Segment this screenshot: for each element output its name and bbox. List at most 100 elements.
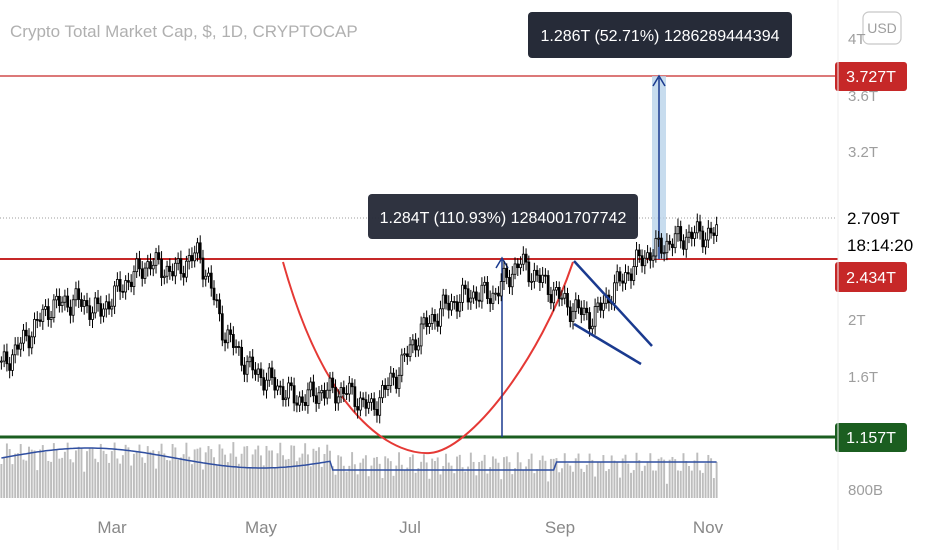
volume-bar bbox=[599, 462, 602, 498]
candle-body bbox=[361, 397, 365, 401]
candle-body bbox=[35, 318, 39, 321]
candle-body bbox=[11, 354, 14, 371]
volume-bar bbox=[511, 474, 514, 498]
volume-bar bbox=[50, 461, 53, 498]
volume-bar bbox=[478, 462, 481, 498]
candle-body bbox=[80, 299, 83, 307]
volume-bar bbox=[572, 471, 574, 498]
volume-bar bbox=[710, 458, 713, 498]
volume-bar bbox=[356, 474, 359, 498]
candle-body bbox=[615, 271, 619, 284]
candle-body bbox=[417, 345, 420, 351]
price-label-resistance-top[interactable]: 3.727T bbox=[835, 62, 907, 91]
candle-body bbox=[463, 284, 467, 290]
volume-bar bbox=[602, 455, 605, 498]
volume-bar bbox=[475, 475, 478, 498]
volume-bar bbox=[704, 463, 707, 498]
candle-body bbox=[546, 275, 550, 295]
volume-bar bbox=[240, 453, 243, 498]
volume-bar bbox=[549, 458, 552, 498]
candle-body bbox=[657, 237, 660, 240]
volume-bar bbox=[99, 443, 102, 498]
volume-bar bbox=[317, 447, 320, 498]
volume-bar bbox=[141, 457, 144, 498]
volume-bar bbox=[364, 455, 367, 498]
volume-bar bbox=[138, 444, 141, 498]
price-label-resistance-mid-text: 2.434T bbox=[846, 270, 896, 287]
candle-body bbox=[488, 298, 492, 304]
currency-button[interactable]: USD bbox=[862, 11, 902, 45]
candle-body bbox=[336, 396, 340, 404]
candle-body bbox=[436, 320, 440, 327]
candle-body bbox=[190, 255, 194, 262]
volume-bar bbox=[121, 455, 124, 498]
volume-bar bbox=[190, 464, 193, 498]
volume-bar bbox=[235, 456, 238, 498]
candle-body bbox=[400, 354, 404, 376]
candle-body bbox=[640, 255, 644, 267]
volume-bar bbox=[469, 452, 472, 498]
candle-body bbox=[309, 381, 313, 391]
candle-body bbox=[508, 277, 511, 288]
volume-bar bbox=[643, 465, 646, 498]
candle-body bbox=[276, 385, 279, 391]
volume-bar bbox=[179, 457, 182, 498]
volume-bar bbox=[188, 456, 191, 498]
candle-body bbox=[577, 299, 580, 309]
volume-bar bbox=[254, 449, 257, 498]
candle-body bbox=[284, 397, 288, 401]
candle-body bbox=[588, 312, 591, 330]
candle-body bbox=[466, 288, 470, 303]
volume-bar bbox=[516, 452, 519, 498]
volume-bar bbox=[257, 445, 260, 498]
volume-bar bbox=[268, 450, 271, 498]
price-label-current[interactable]: 2.709T 18:14:20 bbox=[835, 203, 915, 258]
volume-bar bbox=[243, 446, 246, 498]
volume-bar bbox=[530, 453, 533, 498]
candle-body bbox=[207, 272, 210, 277]
volume-bar bbox=[519, 462, 522, 498]
candle-body bbox=[66, 295, 70, 308]
volume-bar bbox=[207, 446, 210, 498]
price-label-resistance-mid[interactable]: 2.434T bbox=[835, 262, 907, 292]
volume-bar bbox=[61, 457, 64, 498]
candle-body bbox=[77, 288, 81, 300]
volume-bar bbox=[439, 474, 442, 498]
volume-bar bbox=[224, 454, 227, 498]
volume-bar bbox=[351, 452, 354, 498]
candle-body bbox=[441, 294, 445, 310]
candle-body bbox=[135, 258, 139, 273]
candle-body bbox=[281, 386, 285, 401]
candle-body bbox=[173, 262, 177, 277]
candle-body bbox=[22, 329, 25, 344]
volume-bar bbox=[585, 464, 588, 498]
volume-bar bbox=[182, 454, 185, 498]
candle-body bbox=[118, 279, 122, 292]
volume-bar bbox=[433, 460, 436, 498]
candle-body bbox=[519, 263, 522, 269]
candle-body bbox=[5, 351, 9, 365]
flag-lower-line[interactable] bbox=[573, 322, 642, 366]
candle-body bbox=[96, 297, 100, 305]
volume-bar bbox=[610, 455, 613, 498]
volume-bar bbox=[674, 459, 677, 498]
price-label-support-bg bbox=[835, 423, 907, 452]
volume-bar bbox=[503, 457, 505, 498]
candle-body bbox=[107, 301, 111, 310]
x-tick-jul: Jul bbox=[399, 518, 421, 537]
candle-body bbox=[254, 369, 257, 375]
volume-bar bbox=[193, 449, 196, 498]
volume-bar bbox=[367, 476, 370, 498]
price-label-support[interactable]: 1.157T bbox=[835, 423, 907, 452]
volume-bar bbox=[483, 454, 486, 498]
chart-title: Crypto Total Market Cap, $, 1D, CRYPTOCA… bbox=[10, 22, 358, 41]
flag-upper-line[interactable] bbox=[573, 260, 653, 347]
candle-body bbox=[510, 273, 514, 288]
volume-bar bbox=[265, 445, 268, 498]
volume-bar bbox=[157, 451, 160, 498]
x-tick-nov: Nov bbox=[693, 518, 724, 537]
candle-body bbox=[709, 227, 713, 234]
candle-body bbox=[596, 302, 600, 308]
volume-bar bbox=[30, 449, 33, 498]
